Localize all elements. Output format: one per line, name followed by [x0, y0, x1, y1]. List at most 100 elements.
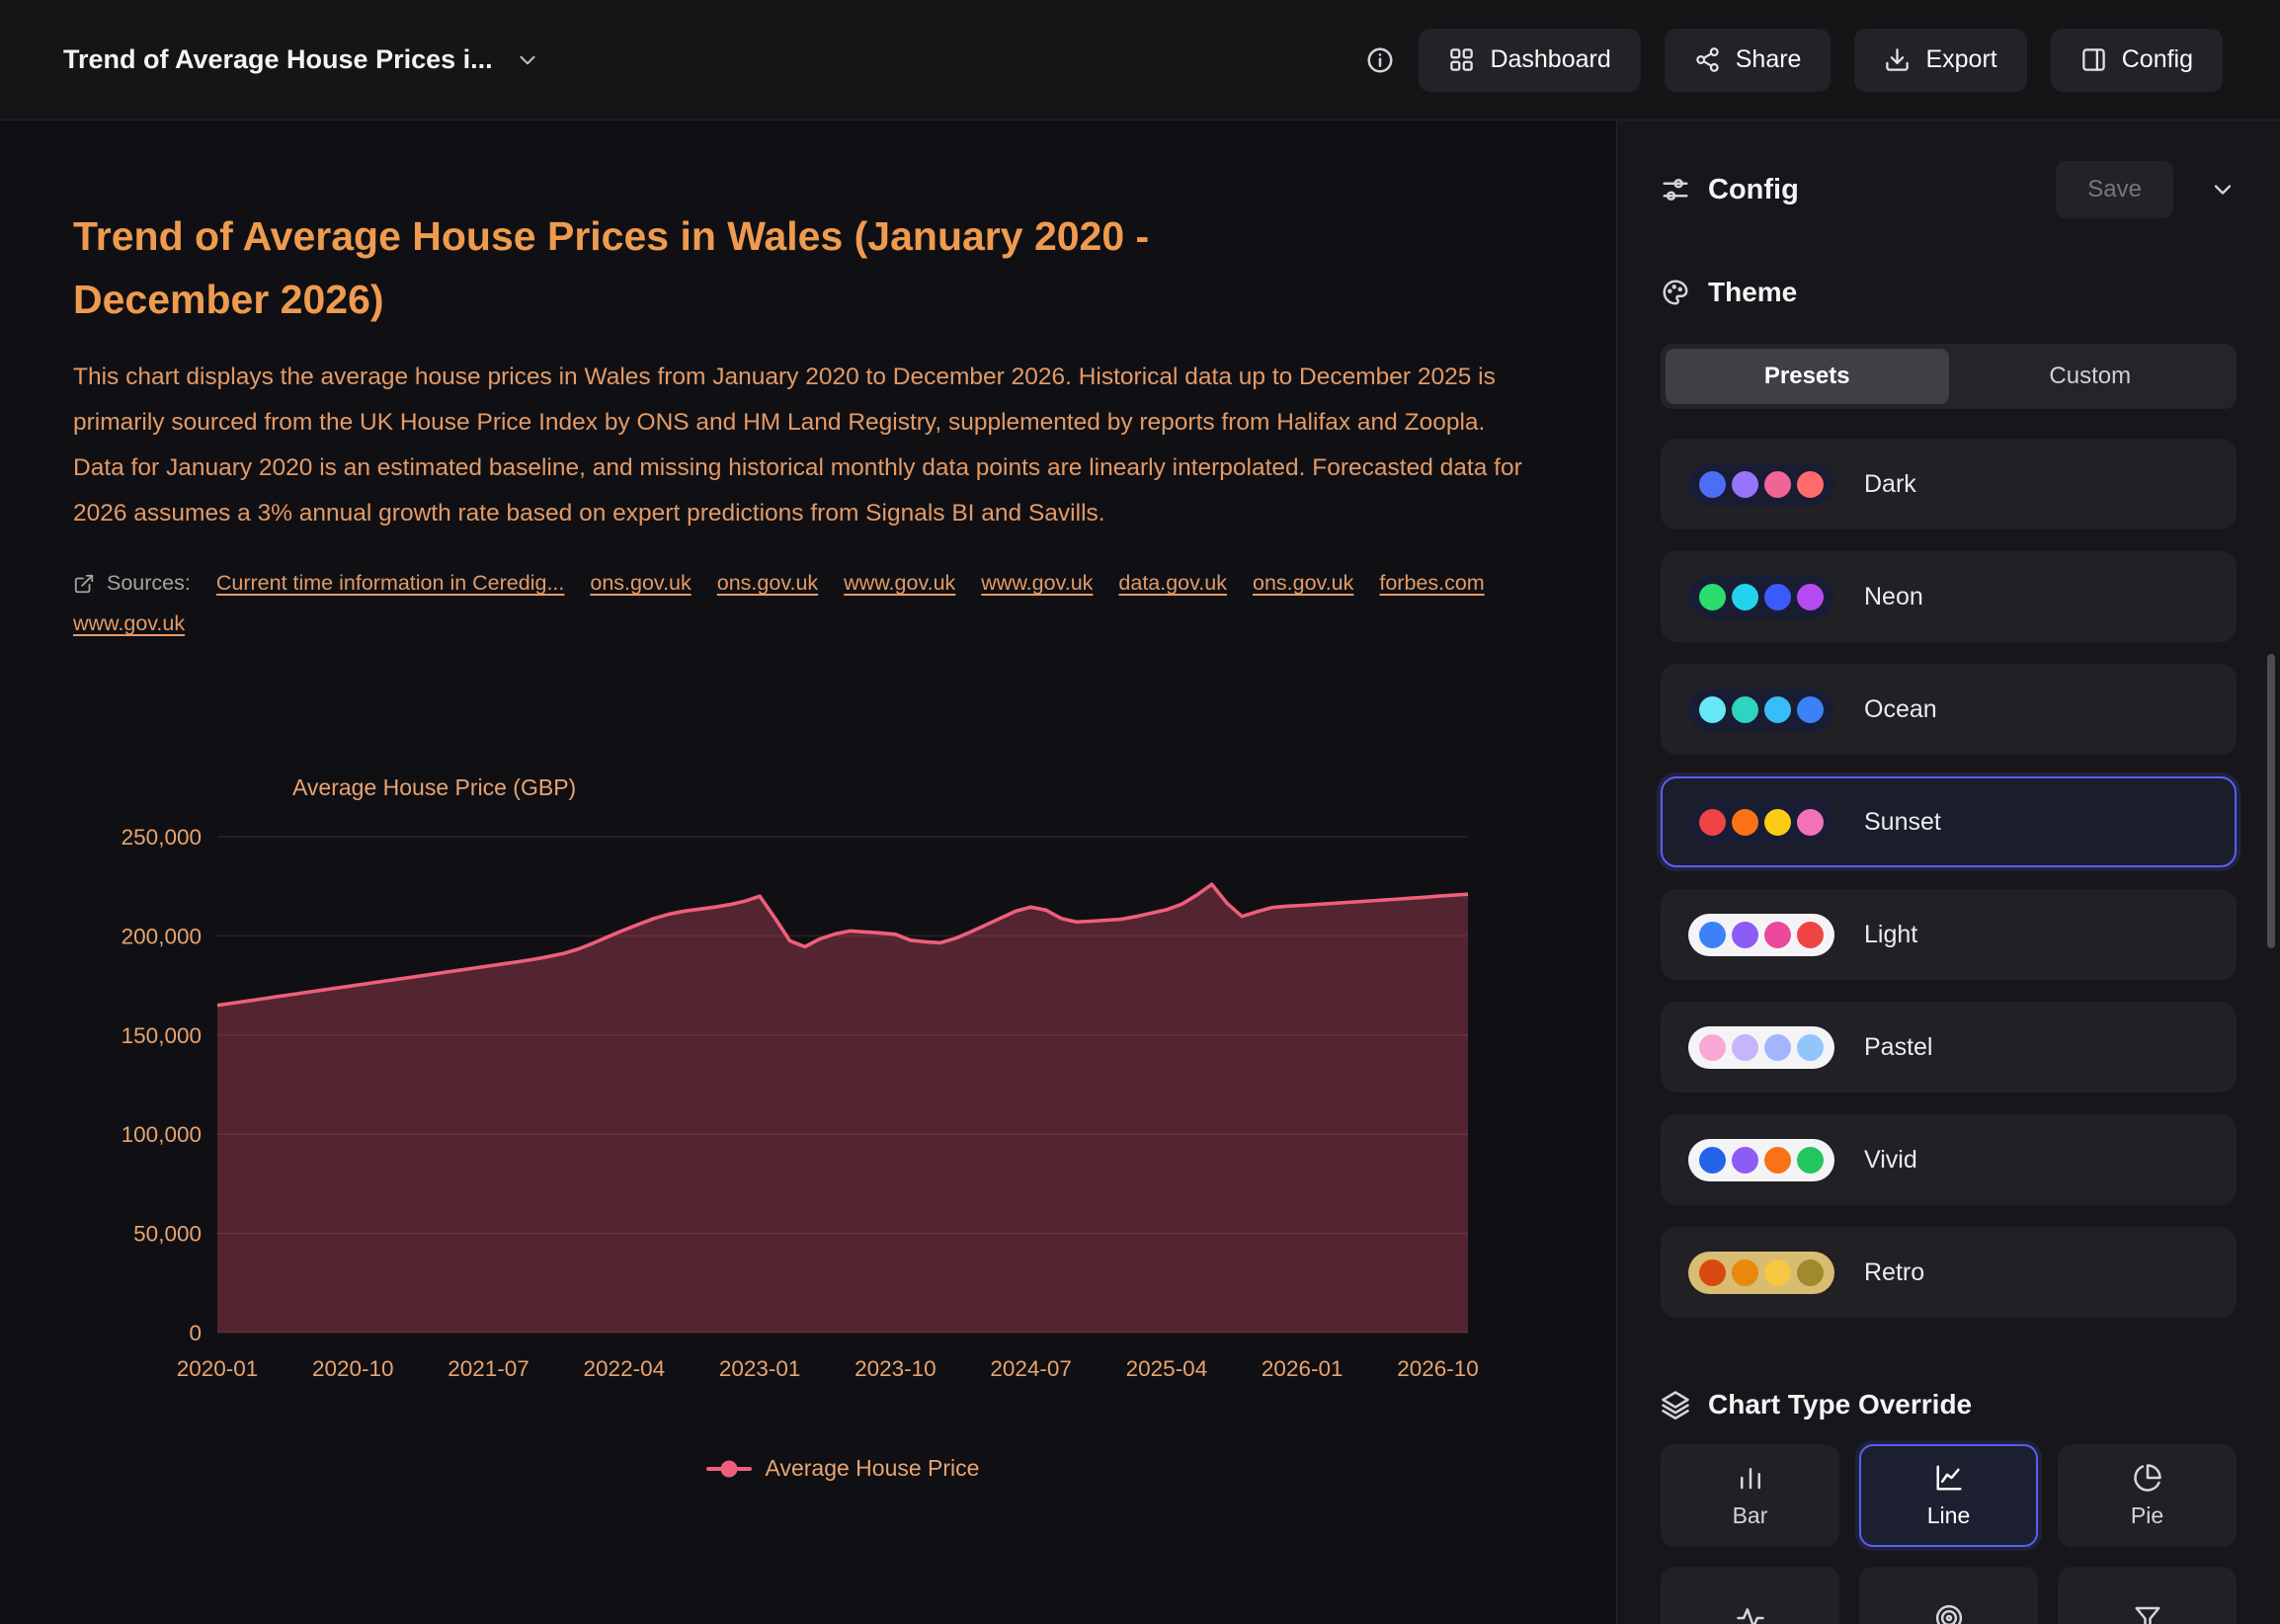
info-icon [1367, 47, 1393, 72]
info-button[interactable] [1365, 45, 1395, 75]
chart-type-label: Pie [2130, 1502, 2164, 1528]
theme-color-dot [1764, 808, 1791, 836]
source-link[interactable]: www.gov.uk [844, 571, 956, 596]
scrollbar-thumb[interactable] [2267, 654, 2275, 948]
theme-color-swatch [1688, 1025, 1834, 1069]
config-panel: Config Save Theme Presets Custom Dark Neo… [1616, 121, 2280, 1624]
theme-color-dot [1699, 921, 1726, 948]
dashboard-button[interactable]: Dashboard [1419, 28, 1641, 92]
source-link[interactable]: www.gov.uk [73, 611, 186, 636]
y-axis-title: Average House Price (GBP) [292, 774, 577, 801]
sources-label: Sources: [107, 571, 191, 596]
collapse-panel-button[interactable] [2209, 176, 2237, 203]
theme-preset-label: Light [1864, 920, 1918, 948]
chart-type-funnel-button[interactable] [2058, 1567, 2237, 1624]
theme-preset-label: Retro [1864, 1258, 1925, 1286]
svg-text:2023-10: 2023-10 [855, 1356, 936, 1381]
svg-text:2023-01: 2023-01 [719, 1356, 801, 1381]
legend-marker [705, 1466, 752, 1471]
theme-preset-label: Neon [1864, 582, 1923, 610]
chart-type-radial-button[interactable] [1859, 1567, 2038, 1624]
theme-preset-label: Sunset [1864, 807, 1941, 836]
theme-color-dot [1764, 583, 1791, 610]
theme-color-dot [1732, 695, 1758, 723]
theme-color-dot [1764, 921, 1791, 948]
source-link[interactable]: Current time information in Ceredig... [215, 571, 565, 596]
svg-text:50,000: 50,000 [133, 1222, 202, 1247]
svg-text:2024-07: 2024-07 [990, 1356, 1072, 1381]
page-title: Trend of Average House Prices in Wales (… [73, 213, 1150, 322]
source-link[interactable]: forbes.com [1379, 571, 1485, 596]
source-link[interactable]: ons.gov.uk [590, 571, 692, 596]
chevron-down-icon [2214, 185, 2232, 195]
theme-color-dot [1732, 470, 1758, 498]
theme-color-dot [1732, 583, 1758, 610]
theme-preset-vivid[interactable]: Vivid [1661, 1114, 2237, 1205]
svg-text:2021-07: 2021-07 [448, 1356, 529, 1381]
svg-text:2020-10: 2020-10 [312, 1356, 394, 1381]
theme-color-swatch [1688, 462, 1834, 506]
chevron-down-icon [520, 55, 535, 64]
export-button[interactable]: Export [1854, 28, 2027, 92]
source-link[interactable]: ons.gov.uk [716, 571, 819, 596]
theme-color-swatch [1688, 575, 1834, 618]
share-icon [1696, 47, 1719, 72]
chart-type-section-header: Chart Type Override [1661, 1389, 2237, 1421]
svg-text:2026-10: 2026-10 [1397, 1356, 1479, 1381]
theme-preset-light[interactable]: Light [1661, 889, 2237, 980]
svg-text:250,000: 250,000 [122, 827, 202, 850]
theme-preset-sunset[interactable]: Sunset [1661, 776, 2237, 867]
theme-preset-pastel[interactable]: Pastel [1661, 1002, 2237, 1093]
chart-type-line-button[interactable]: Line [1859, 1444, 2038, 1547]
theme-preset-dark[interactable]: Dark [1661, 439, 2237, 529]
pie-chart-icon [2133, 1463, 2162, 1493]
theme-preset-ocean[interactable]: Ocean [1661, 664, 2237, 755]
svg-text:0: 0 [189, 1321, 202, 1345]
theme-color-dot [1732, 921, 1758, 948]
chart-type-activity-button[interactable] [1661, 1567, 1839, 1624]
theme-color-dot [1764, 1146, 1791, 1174]
price-chart[interactable]: 0 50,000 100,000 150,000 200,000 250,000 2020-… [73, 827, 1515, 1412]
theme-color-swatch [1688, 800, 1834, 844]
theme-color-dot [1699, 808, 1726, 836]
theme-color-dot [1797, 1033, 1824, 1061]
svg-text:2020-01: 2020-01 [177, 1356, 259, 1381]
chart-type-bar-button[interactable]: Bar [1661, 1444, 1839, 1547]
config-panel-header: Config Save [1661, 158, 2237, 221]
svg-text:2022-04: 2022-04 [584, 1356, 666, 1381]
chart-description: This chart displays the average house pr… [73, 364, 1522, 527]
bar-chart-icon [1736, 1463, 1765, 1493]
theme-preset-neon[interactable]: Neon [1661, 551, 2237, 642]
theme-color-dot [1732, 808, 1758, 836]
svg-text:2026-01: 2026-01 [1262, 1356, 1344, 1381]
svg-text:100,000: 100,000 [122, 1123, 202, 1148]
chart-title-dropdown[interactable]: Trend of Average House Prices i... [63, 44, 540, 75]
theme-color-swatch [1688, 913, 1834, 956]
source-link[interactable]: www.gov.uk [981, 571, 1094, 596]
share-button[interactable]: Share [1664, 28, 1832, 92]
theme-section-header: Theme [1661, 277, 2237, 308]
theme-color-dot [1732, 1033, 1758, 1061]
chart-type-grid-extra [1661, 1567, 2237, 1624]
svg-text:150,000: 150,000 [122, 1023, 202, 1048]
sources-row: Sources: Current time information in Cer… [73, 571, 1496, 636]
activity-chart-icon [1736, 1603, 1765, 1624]
theme-color-dot [1797, 1146, 1824, 1174]
theme-color-dot [1797, 921, 1824, 948]
theme-preset-label: Dark [1864, 469, 1916, 498]
source-link[interactable]: ons.gov.uk [1252, 571, 1354, 596]
source-link[interactable]: data.gov.uk [1118, 571, 1227, 596]
save-button[interactable]: Save [2056, 161, 2173, 218]
theme-color-dot [1797, 808, 1824, 836]
config-button[interactable]: Config [2050, 28, 2223, 92]
theme-color-dot [1764, 470, 1791, 498]
tab-custom[interactable]: Custom [2049, 363, 2132, 389]
dashboard-grid-icon [1450, 48, 1474, 71]
chart-type-section-title: Chart Type Override [1708, 1389, 1973, 1420]
theme-color-dot [1797, 695, 1824, 723]
theme-preset-retro[interactable]: Retro [1661, 1227, 2237, 1318]
chart-area: Average House Price (GBP) 0 50,000 100,000… [73, 774, 1616, 1482]
tab-presets[interactable]: Presets [1666, 349, 1949, 404]
chart-type-pie-button[interactable]: Pie [2058, 1444, 2237, 1547]
